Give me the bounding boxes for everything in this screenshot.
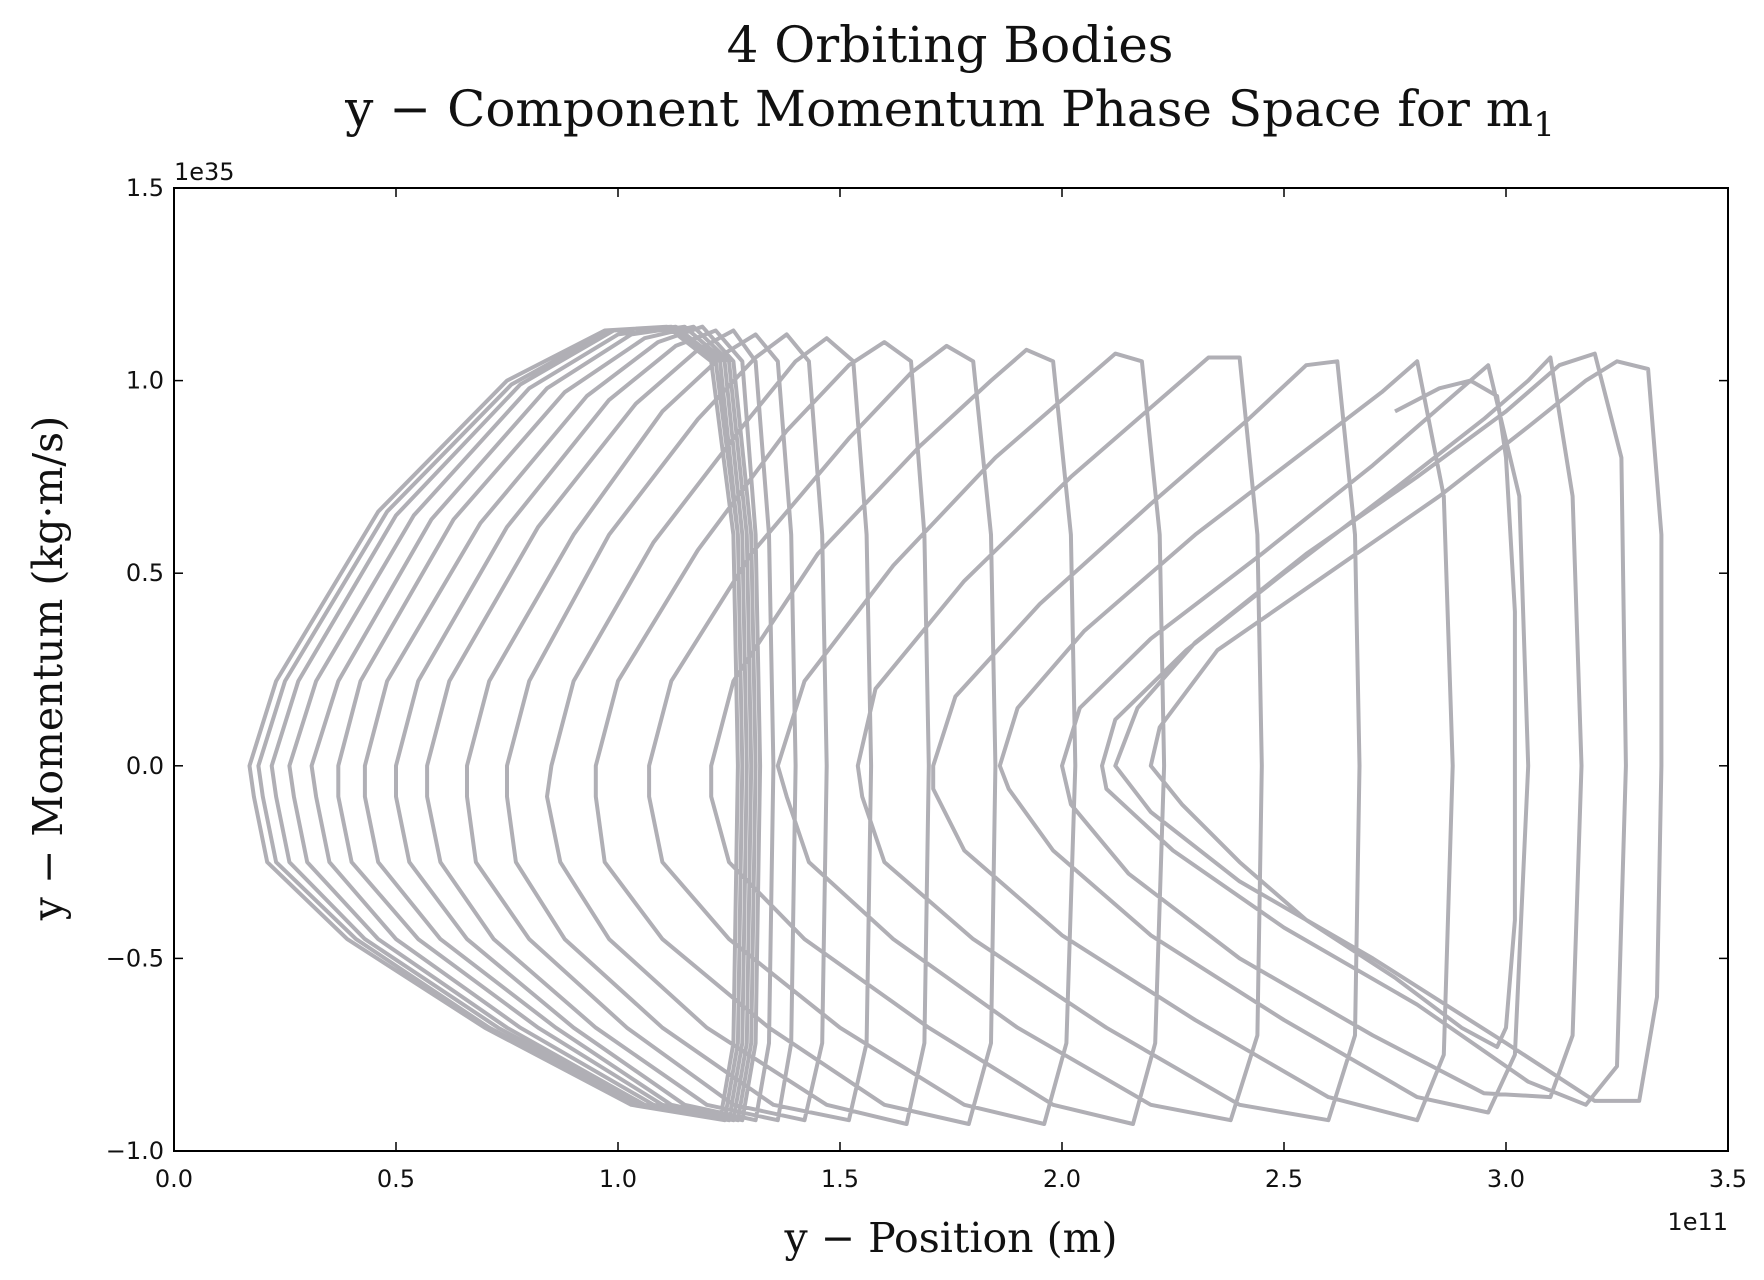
x-tick-label-3: 1.5 [821, 1165, 859, 1193]
x-offset-label: 1e11 [1667, 1208, 1728, 1236]
chart-title-line1: 4 Orbiting Bodies [727, 16, 1174, 74]
x-tick-label-6: 3.0 [1487, 1165, 1525, 1193]
x-tick-label-2: 1.0 [599, 1165, 637, 1193]
series-line-1 [247, 324, 1664, 1126]
y-tick-label-2: 0.0 [126, 752, 164, 780]
chart-title-line2-text: y − Component Momentum Phase Space for m [344, 80, 1533, 138]
x-tick-label-1: 0.5 [377, 1165, 415, 1193]
series-lines [247, 324, 1664, 1126]
x-axis-ticks: 0.0 0.5 1.0 1.5 2.0 2.5 3.0 3.5 [155, 188, 1747, 1193]
y-tick-label-4: 1.0 [126, 367, 164, 395]
y-tick-label-0: −1.0 [106, 1137, 164, 1165]
x-tick-label-0: 0.0 [155, 1165, 193, 1193]
y-tick-label-1: −0.5 [106, 944, 164, 972]
x-axis-label: y − Position (m) [784, 1214, 1118, 1262]
x-tick-label-5: 2.5 [1265, 1165, 1303, 1193]
y-tick-label-5: 1.5 [126, 174, 164, 202]
y-axis-label: y − Momentum (kg·m/s) [24, 416, 72, 921]
plot-frame [173, 187, 1729, 1152]
y-axis-ticks: −1.0 −0.5 0.0 0.5 1.0 1.5 [106, 174, 1728, 1165]
y-offset-label: 1e35 [174, 158, 235, 186]
x-tick-label-7: 3.5 [1709, 1165, 1747, 1193]
chart-title-subscript: 1 [1533, 105, 1555, 145]
y-tick-label-3: 0.5 [126, 559, 164, 587]
x-tick-label-4: 2.0 [1043, 1165, 1081, 1193]
chart-title-line2: y − Component Momentum Phase Space for m… [344, 80, 1555, 145]
